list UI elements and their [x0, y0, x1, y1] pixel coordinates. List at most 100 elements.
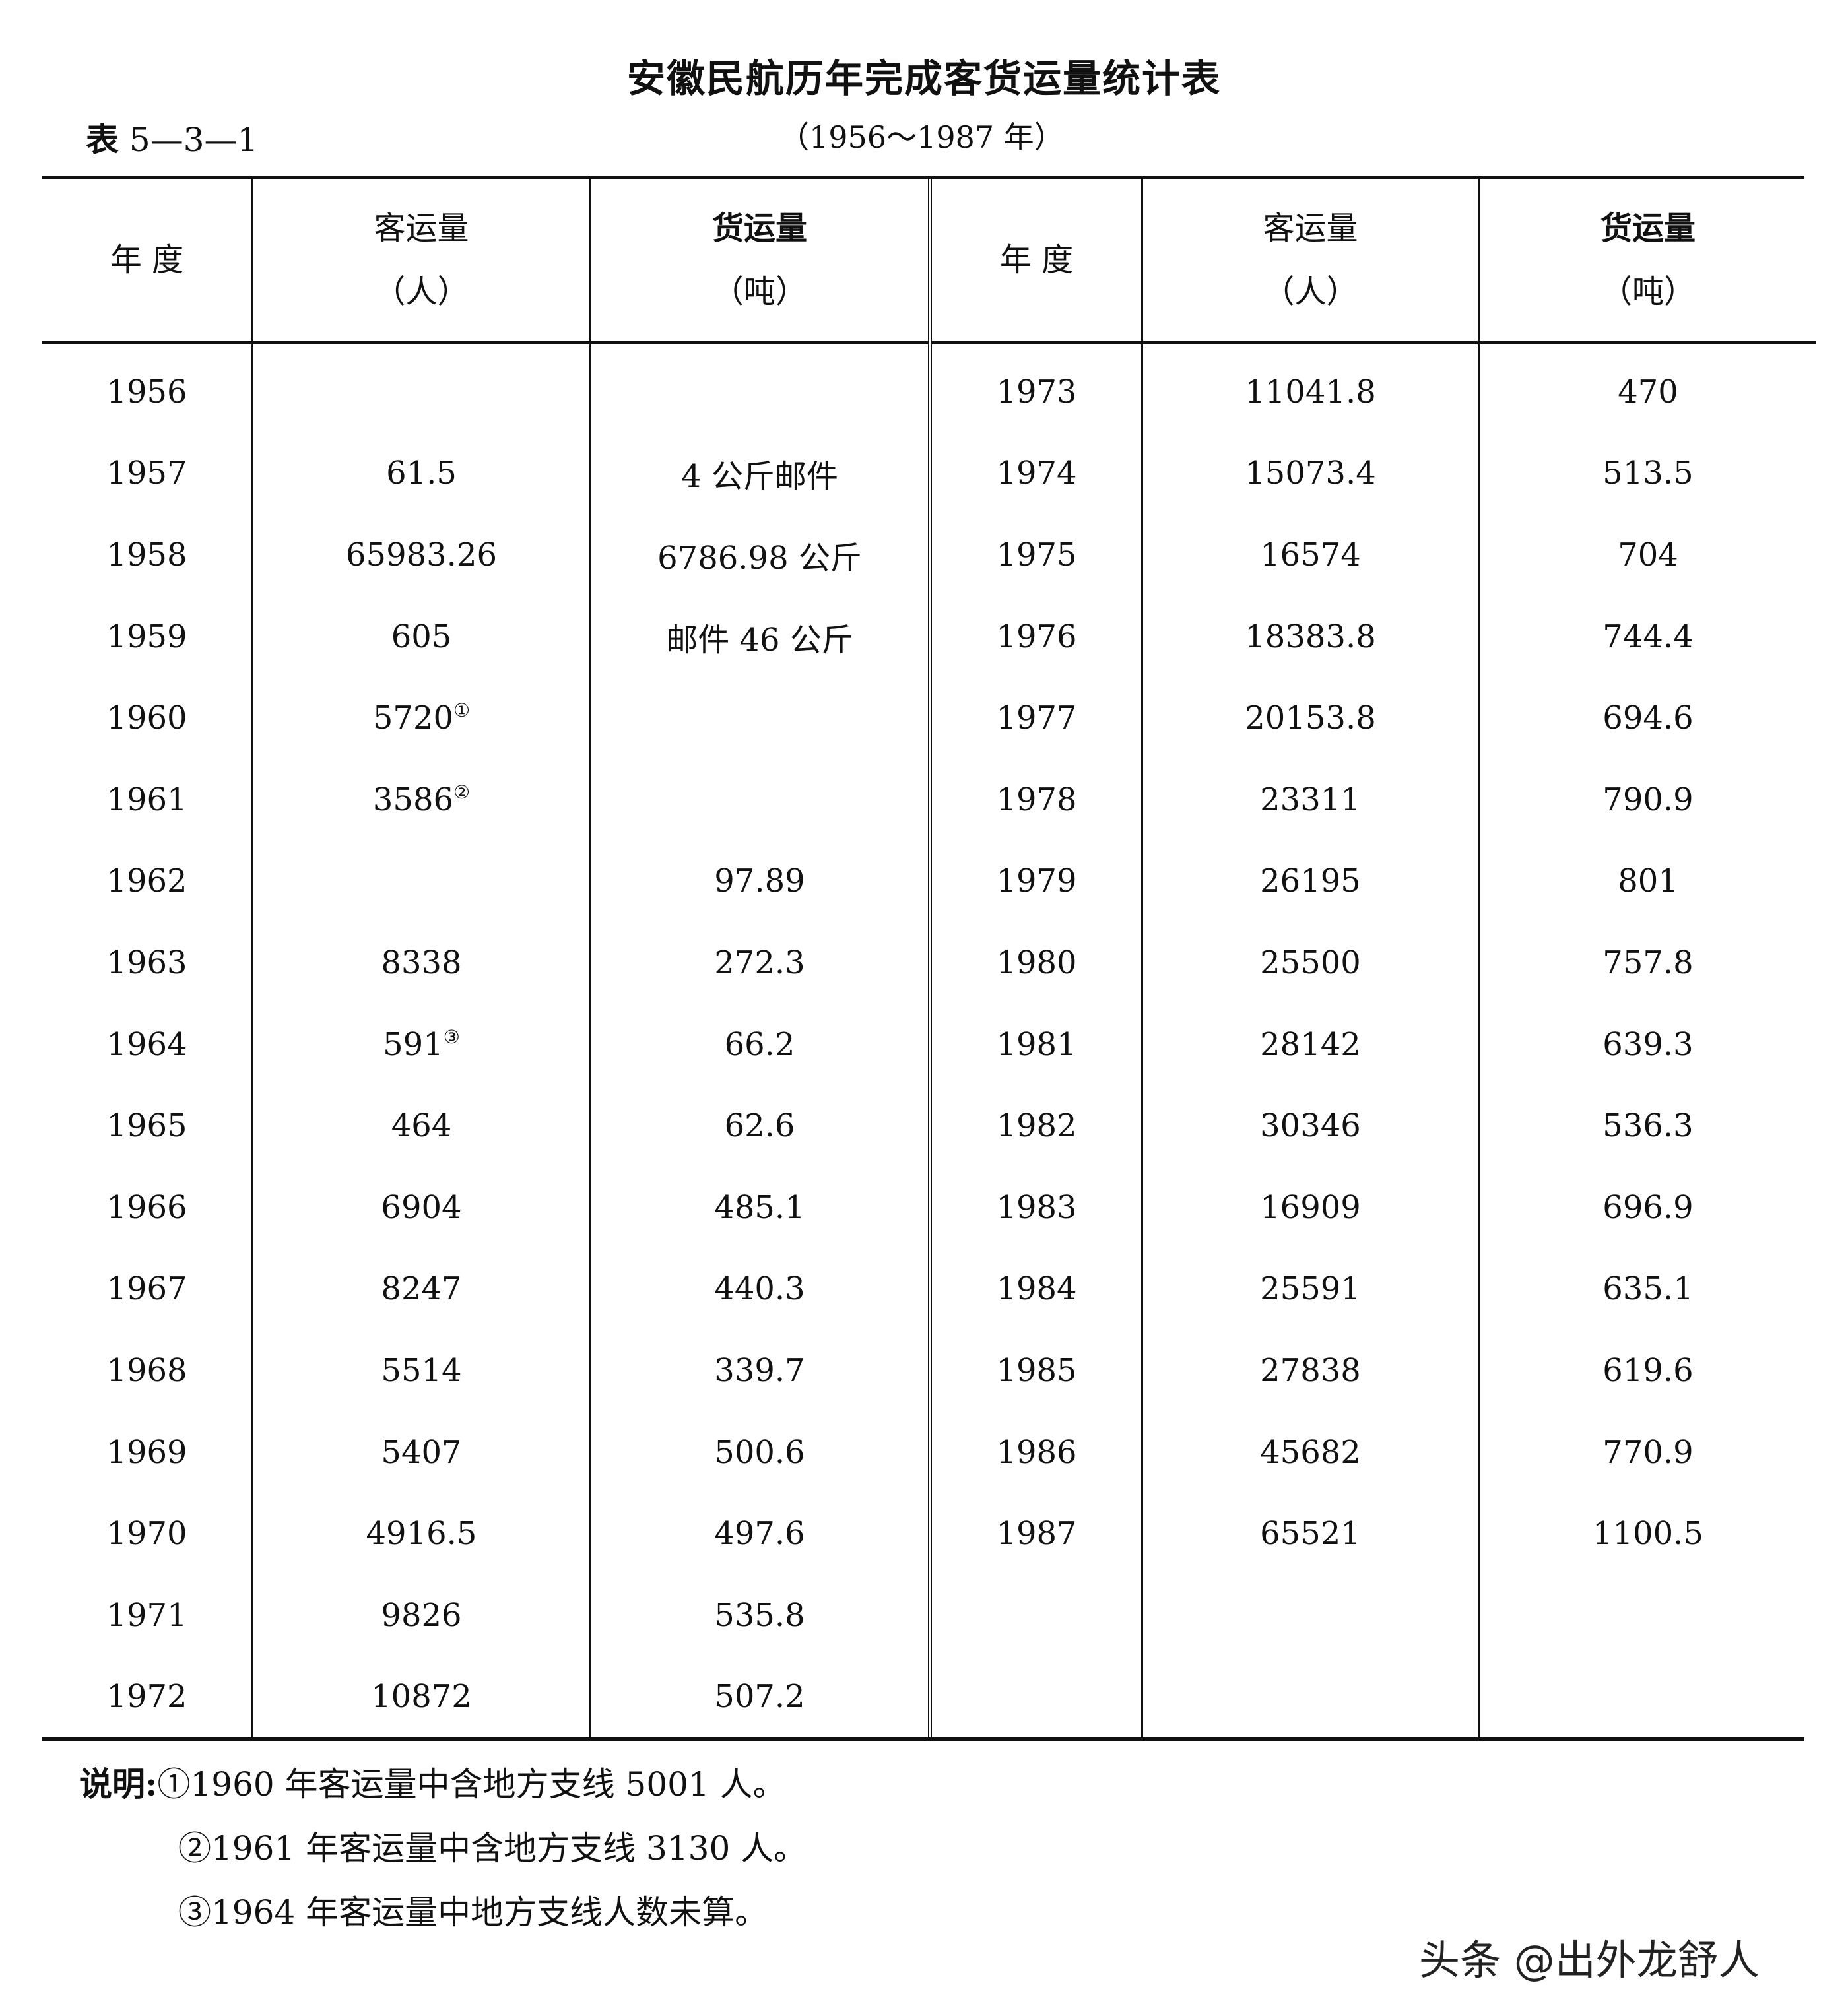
year-cell-value: 1968 — [106, 1351, 187, 1389]
table-row: 1970 4916.5 497.6 1987 65521 1100.5 — [42, 1493, 1816, 1574]
header-row: 年 度 客运量 （人） 货运量 （吨） 年 度 客运量 （人） 货运量 （吨） — [42, 179, 1816, 344]
year-cell: 1961 — [42, 759, 253, 841]
cargo-cell-value: 535.8 — [714, 1596, 805, 1634]
cargo-cell: 邮件 46 公斤 — [589, 595, 930, 678]
year-cell-value: 1970 — [106, 1515, 187, 1553]
passenger-cell-right: 16574 — [1141, 514, 1479, 596]
passenger-cell-value: 6904 — [381, 1188, 462, 1226]
cargo-cell-right: 790.9 — [1478, 758, 1816, 841]
cargo-cell-right: 1100.5 — [1478, 1493, 1816, 1574]
cargo-cell: 485.1 — [589, 1166, 930, 1248]
table-row: 1961 3586② 1978 23311 790.9 — [42, 758, 1816, 841]
header-cargo-label: 货运量 — [711, 210, 807, 247]
passenger-cell-value: 10872 — [371, 1678, 472, 1716]
note-1: 说明:①1960 年客运量中含地方支线 5001 人。 — [79, 1752, 807, 1817]
passenger-cell-right: 45682 — [1141, 1411, 1479, 1493]
cargo-cell-value: 4 公斤邮件 — [681, 458, 838, 496]
cargo-cell-value: 272.3 — [714, 944, 805, 981]
year-cell-right: 1977 — [928, 677, 1142, 759]
year-cell: 1969 — [42, 1411, 253, 1493]
passenger-cell-right: 65521 — [1141, 1493, 1479, 1574]
table-number: 表 5—3—1 — [86, 113, 258, 161]
header-cargo-unit-right: （吨） — [1600, 273, 1696, 310]
passenger-cell: 591③ — [251, 1003, 591, 1086]
table-body: 1956 1973 11041.8 470 1957 61.5 4 公斤邮件 1974 1507… — [42, 342, 1816, 1738]
table-row: 1959 605 邮件 46 公斤 1976 18383.8 744.4 — [42, 595, 1816, 678]
year-cell-right-value: 1976 — [996, 618, 1077, 655]
passenger-cell — [251, 840, 591, 923]
statistics-table: 年 度 客运量 （人） 货运量 （吨） 年 度 客运量 （人） 货运量 （吨） 1956… — [42, 176, 1816, 1742]
passenger-cell-value: 8338 — [381, 944, 462, 981]
passenger-cell-value: 5514 — [381, 1351, 462, 1389]
year-cell-right: 1984 — [928, 1248, 1142, 1330]
cargo-cell-value: 500.6 — [714, 1433, 805, 1471]
cargo-cell-right: 635.1 — [1478, 1248, 1816, 1330]
table-row: 1956 1973 11041.8 470 — [42, 342, 1816, 433]
table-row: 1972 10872 507.2 — [42, 1656, 1816, 1738]
passenger-cell: 8247 — [251, 1248, 591, 1330]
cargo-cell — [589, 342, 930, 433]
cargo-cell-right-value: 470 — [1618, 373, 1678, 410]
cargo-cell: 66.2 — [589, 1003, 930, 1086]
year-cell-right-value: 1982 — [996, 1107, 1077, 1145]
passenger-cell-right: 25591 — [1141, 1248, 1479, 1330]
cargo-cell-right-value: 1100.5 — [1593, 1515, 1703, 1553]
cargo-cell-right — [1478, 1574, 1816, 1656]
passenger-cell-value: 5407 — [381, 1433, 462, 1471]
passenger-cell: 61.5 — [251, 432, 591, 515]
year-cell-right: 1982 — [928, 1085, 1142, 1167]
cargo-cell-value: 485.1 — [714, 1188, 805, 1226]
year-cell-value: 1959 — [106, 618, 187, 655]
year-cell-right: 1973 — [928, 342, 1142, 433]
year-cell: 1963 — [42, 922, 253, 1004]
passenger-cell — [251, 342, 591, 433]
passenger-cell-right: 11041.8 — [1141, 342, 1479, 433]
cargo-cell-right: 696.9 — [1478, 1166, 1816, 1248]
year-cell-right-value: 1977 — [996, 699, 1077, 737]
notes-label: 说明: — [79, 1765, 158, 1803]
passenger-cell-right — [1141, 1574, 1479, 1656]
passenger-cell: 10872 — [251, 1656, 591, 1738]
year-cell-right-value: 1985 — [996, 1351, 1077, 1389]
year-cell-value: 1967 — [106, 1270, 187, 1308]
passenger-cell-right-value: 20153.8 — [1245, 699, 1376, 737]
header-passenger-label: 客运量 — [374, 210, 469, 247]
passenger-cell: 5514 — [251, 1330, 591, 1411]
cargo-cell: 6786.98 公斤 — [589, 514, 930, 596]
header-passenger-unit-right: （人） — [1263, 273, 1358, 310]
year-cell: 1968 — [42, 1330, 253, 1411]
year-cell-value: 1965 — [106, 1107, 187, 1145]
passenger-cell: 6904 — [251, 1166, 591, 1248]
passenger-cell-right-value: 25591 — [1260, 1270, 1361, 1308]
cargo-cell-value: 507.2 — [714, 1678, 805, 1716]
passenger-cell-right: 15073.4 — [1141, 432, 1479, 515]
passenger-cell-value: 65983.26 — [345, 536, 498, 573]
year-cell-value: 1961 — [106, 781, 187, 818]
footnote-marker: ③ — [443, 1025, 460, 1048]
passenger-cell-right: 20153.8 — [1141, 677, 1479, 759]
cargo-cell-right-value: 536.3 — [1602, 1107, 1694, 1145]
year-cell-value: 1963 — [106, 944, 187, 981]
year-cell-right: 1975 — [928, 514, 1142, 596]
year-cell: 1958 — [42, 514, 253, 596]
year-cell-right-value: 1979 — [996, 862, 1077, 900]
passenger-cell: 8338 — [251, 922, 591, 1004]
footnote-marker: ② — [453, 781, 471, 803]
passenger-cell-right: 30346 — [1141, 1085, 1479, 1167]
cargo-cell-right: 619.6 — [1478, 1330, 1816, 1411]
cargo-cell — [589, 677, 930, 759]
cargo-cell-value: 62.6 — [724, 1107, 795, 1145]
passenger-cell-right — [1141, 1656, 1479, 1738]
notes: 说明:①1960 年客运量中含地方支线 5001 人。 ②1961 年客运量中含… — [79, 1752, 807, 1945]
year-cell: 1959 — [42, 596, 253, 678]
passenger-cell-right: 16909 — [1141, 1166, 1479, 1248]
cargo-cell: 272.3 — [589, 922, 930, 1004]
year-cell-right-value: 1987 — [996, 1515, 1077, 1553]
passenger-cell-right-value: 11041.8 — [1245, 373, 1376, 410]
passenger-cell: 5720① — [251, 677, 591, 759]
passenger-cell-right: 23311 — [1141, 758, 1479, 841]
passenger-cell: 3586② — [251, 758, 591, 841]
passenger-cell: 464 — [251, 1085, 591, 1167]
year-cell-right-value: 1986 — [996, 1433, 1077, 1471]
page-title: 安徽民航历年完成客货运量统计表 — [626, 56, 1221, 101]
